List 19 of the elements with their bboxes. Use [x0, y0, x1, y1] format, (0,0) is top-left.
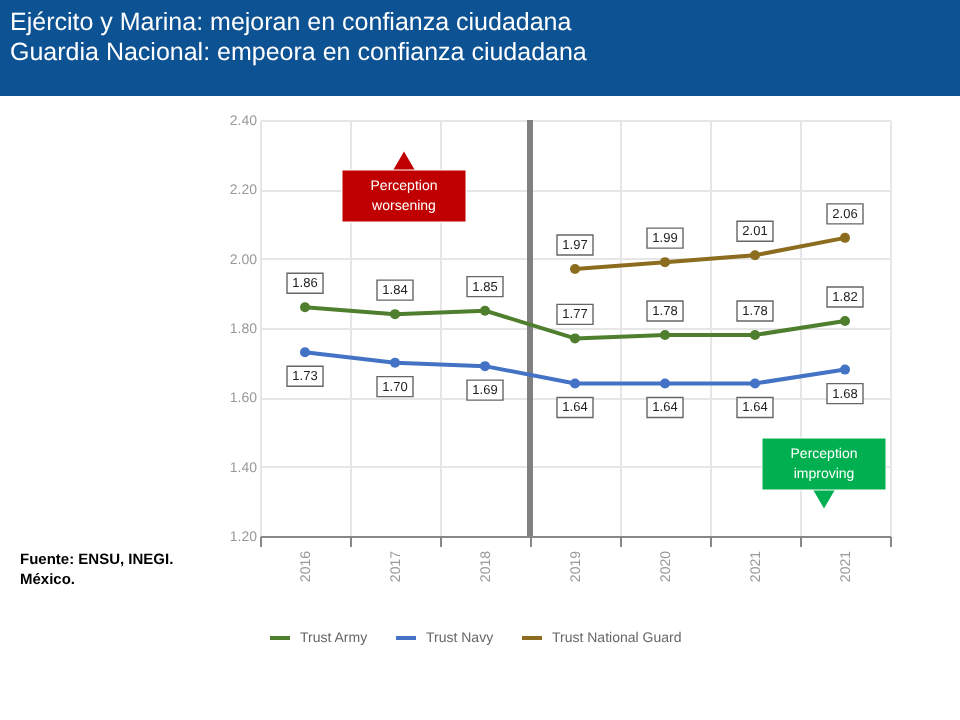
- point: [750, 378, 760, 389]
- point: [840, 316, 850, 327]
- point: [390, 309, 400, 320]
- chart-title: Ejército y Marina: mejoran en confianza ciudadana Guardia Nacional: empeora en confianza ciudadana: [10, 8, 587, 66]
- point: [570, 333, 580, 344]
- point: [390, 357, 400, 368]
- point: [660, 329, 670, 340]
- point: [300, 302, 310, 313]
- point: [480, 305, 490, 316]
- point: [840, 232, 850, 243]
- point: [300, 347, 310, 358]
- point: [660, 257, 670, 268]
- point: [750, 329, 760, 340]
- point: [570, 264, 580, 275]
- point: [750, 250, 760, 261]
- point: [840, 364, 850, 375]
- point: [660, 378, 670, 389]
- point: [570, 378, 580, 389]
- point: [480, 361, 490, 372]
